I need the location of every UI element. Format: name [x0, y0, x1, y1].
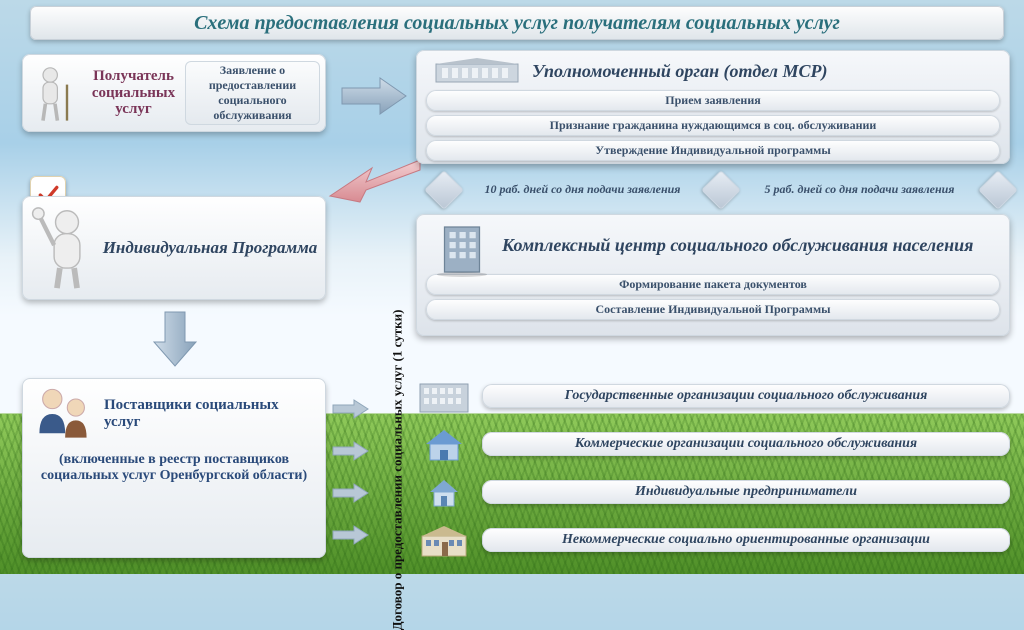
school-building-icon [416, 522, 472, 558]
diamond-icon [978, 170, 1018, 210]
house-blue-icon [416, 426, 472, 462]
contract-label: Договор о предоставлении социальных услу… [382, 380, 412, 560]
people-pair-icon [30, 384, 96, 444]
page-title: Схема предоставления социальных услуг по… [30, 6, 1004, 40]
timing-row: 10 раб. дней со дня подачи заявления 5 р… [430, 170, 1012, 210]
diamond-icon [701, 170, 741, 210]
arrow-auth-to-program [326, 154, 422, 208]
recipient-label: Получатель социальных услуг [82, 68, 185, 118]
large-building-icon [416, 378, 472, 414]
person-holding-icon [31, 205, 103, 291]
provider-1: Коммерческие организации социального обс… [482, 432, 1010, 456]
provider-row-2: Индивидуальные предприниматели [416, 474, 1010, 510]
auth-item-1: Признание гражданина нуждающимся в соц. … [426, 115, 1000, 136]
person-elderly-icon [28, 63, 82, 123]
box-individual-program: Индивидуальная Программа [22, 196, 326, 300]
government-building-icon [432, 58, 522, 84]
office-building-icon [432, 222, 492, 268]
center-item-0: Формирование пакета документов [426, 274, 1000, 295]
provider-2: Индивидуальные предприниматели [482, 480, 1010, 504]
suppliers-label: Поставщики социальных услуг [104, 397, 318, 432]
provider-row-1: Коммерческие организации социального обс… [416, 426, 1010, 462]
box-recipient: Получатель социальных услуг Заявление о … [22, 54, 326, 132]
diamond-icon [424, 170, 464, 210]
application-text: Заявление о предоставлении социального о… [185, 61, 320, 125]
center-item-1: Составление Индивидуальной Программы [426, 299, 1000, 320]
provider-row-3: Некоммерческие социально ориентированные… [416, 522, 1010, 558]
arrow-sup-4 [332, 524, 370, 546]
auth-item-2: Утверждение Индивидуальной программы [426, 140, 1000, 161]
panel-center: Комплексный центр социального обслуживан… [416, 214, 1010, 336]
provider-row-0: Государственные организации социального … [416, 378, 1010, 414]
provider-0: Государственные организации социального … [482, 384, 1010, 408]
auth-title: Уполномоченный орган (отдел МСР) [532, 61, 828, 82]
panel-authorized-body: Уполномоченный орган (отдел МСР) Прием з… [416, 50, 1010, 164]
auth-item-0: Прием заявления [426, 90, 1000, 111]
timing-a: 10 раб. дней со дня подачи заявления [464, 183, 701, 196]
arrow-sup-3 [332, 482, 370, 504]
box-suppliers: Поставщики социальных услуг (включенные … [22, 378, 326, 558]
arrow-program-down [150, 310, 200, 368]
arrow-sup-1 [332, 398, 370, 420]
house-small-icon [416, 474, 472, 510]
center-title: Комплексный центр социального обслуживан… [502, 235, 973, 256]
provider-3: Некоммерческие социально ориентированные… [482, 528, 1010, 552]
individual-program-label: Индивидуальная Программа [103, 237, 318, 259]
arrow-sup-2 [332, 440, 370, 462]
suppliers-note: (включенные в реестр поставщиков социаль… [30, 452, 318, 484]
arrow-recipient-to-auth [340, 74, 410, 118]
timing-b: 5 раб. дней со дня подачи заявления [741, 183, 978, 196]
